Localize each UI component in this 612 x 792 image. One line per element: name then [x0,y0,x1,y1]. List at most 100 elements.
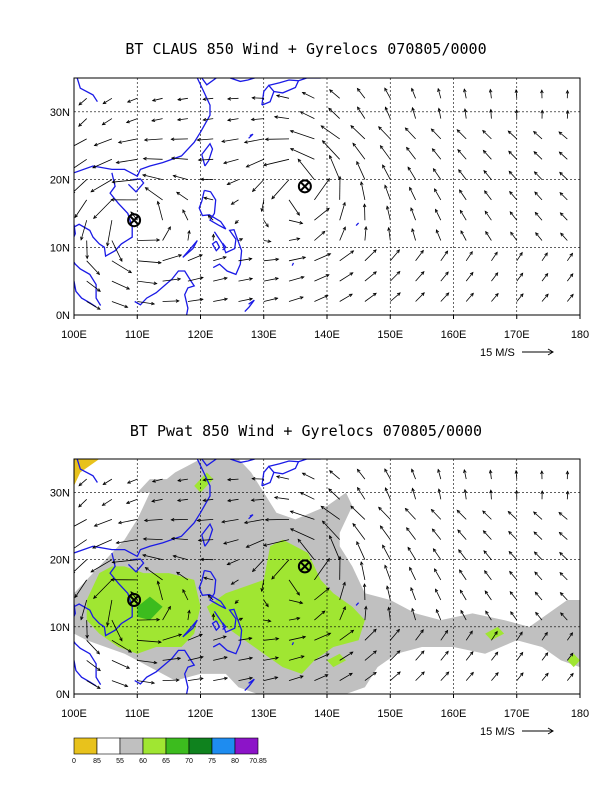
wind-vector-head [421,671,425,676]
wind-vector-head [411,228,415,233]
wind-vector-head [420,271,425,275]
wind-vector-head [249,676,254,681]
wind-vector-head [156,238,161,242]
wind-vector-head [409,566,413,571]
wind-vector [436,229,442,241]
wind-vector [384,88,391,99]
wind-vector-head [92,165,97,169]
wind-vector [534,591,543,601]
pwat-shade-0 [74,459,100,486]
wind-vector [177,478,188,482]
wind-vector-head [431,528,436,533]
wind-vector-head [202,117,207,122]
wind-vector [86,620,88,639]
wind-vector [516,252,523,262]
wind-vector-head [463,469,467,474]
wind-vector [415,271,425,282]
gyre-center-cross [299,181,310,192]
lon-label: 160E [441,708,467,720]
wind-vector-head [437,87,441,92]
wind-vector [244,519,264,524]
wind-vector-head [509,190,513,195]
wind-vector [251,118,264,121]
wind-vector-head [569,252,574,257]
wind-vector-head [559,551,563,556]
wind-vector-head [533,151,538,155]
wind-vector-head [126,665,131,669]
wind-vector-head [297,158,302,163]
wind-vector-head [211,613,216,618]
wind-vector-head [460,230,464,235]
wind-vector-head [544,272,549,277]
wind-vector [491,631,498,641]
wind-vector [263,539,290,546]
wind-vector [137,280,157,284]
wind-vector-head [482,530,487,535]
wind-vector-head [264,517,269,522]
wind-vector-head [519,293,524,298]
wind-vector-head [329,154,333,159]
wind-vector-head [128,649,133,653]
wind-vector [364,606,367,621]
wind-vector-head [74,214,79,219]
wind-vector-head [78,123,82,127]
wind-vector [384,185,391,201]
wind-vector-head [350,505,355,510]
wind-vector-head [559,191,564,196]
wind-vector-head [384,184,388,189]
wind-vector [566,273,574,282]
wind-vector [483,530,492,540]
lat-label: 0N [56,310,70,322]
wind-vector [440,271,449,282]
wind-vector-head [175,299,180,303]
ref-vector-label: 15 M/S [480,726,515,738]
wind-vector [86,240,88,259]
wind-vector [111,280,130,290]
wind-vector-head [328,89,333,93]
wind-vector [465,293,474,302]
wind-vector [382,164,391,180]
wind-vector [510,611,518,621]
wind-vector [458,549,467,560]
wind-vector [322,520,340,540]
wind-vector [465,251,473,262]
wind-vector [435,209,442,221]
wind-vector-head [239,617,244,622]
wind-vector-head [350,629,355,634]
wind-vector-head [569,273,574,278]
wind-vector [491,651,499,661]
wind-vector [252,179,265,192]
wind-vector-head [211,233,216,238]
wind-vector [328,488,340,500]
wind-vector-head [199,297,204,302]
wind-vector [384,565,391,581]
wind-vector-head [245,164,250,168]
wind-vector-head [301,91,306,96]
wind-vector-head [348,293,353,298]
lon-label: 110E [125,708,150,720]
wind-vector [271,559,290,580]
wind-vector [261,579,265,592]
wind-vector-head [289,510,294,514]
wind-vector [458,169,467,180]
wind-vector [491,272,499,282]
pwat-shade-55 [137,479,169,493]
wind-vector [288,579,300,596]
wind-vector-head [458,169,462,173]
wind-vector [386,586,391,601]
wind-vector [364,672,377,681]
wind-vector [290,510,315,520]
wind-vector [412,488,416,500]
coastline [291,262,295,266]
wind-vector [431,509,442,520]
wind-vector-head [544,652,549,657]
wind-vector-head [80,616,84,621]
wind-vector-head [106,242,110,247]
wind-vector [227,559,239,565]
wind-vector [432,148,442,160]
lon-label: 100E [61,329,87,341]
wind-vector [276,95,290,99]
wind-vector-head [434,568,438,573]
wind-vector [415,292,425,302]
wind-vector-head [324,674,329,678]
